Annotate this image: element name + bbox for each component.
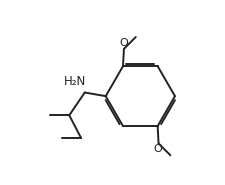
Text: O: O <box>119 38 127 48</box>
Text: O: O <box>153 144 162 154</box>
Text: H₂N: H₂N <box>63 75 86 88</box>
